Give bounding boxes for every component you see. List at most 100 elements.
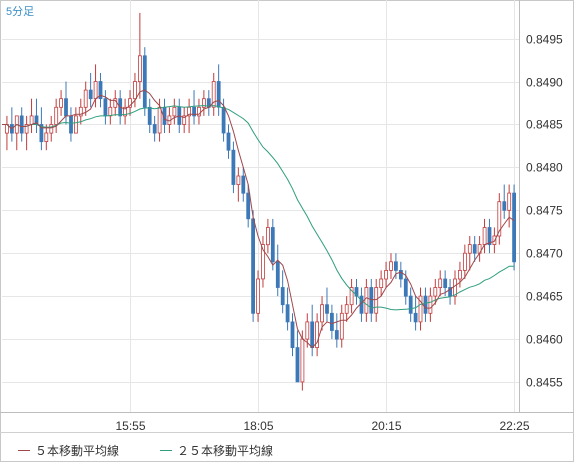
legend-label-ma25: ２５本移動平均線	[177, 444, 274, 458]
candle-body	[192, 106, 197, 117]
candle-body	[69, 115, 73, 134]
candle-body	[300, 338, 305, 383]
candle-body	[334, 330, 339, 340]
candle-body	[182, 115, 187, 125]
candle-body	[507, 192, 512, 211]
candle-body	[453, 278, 457, 297]
y-tick-label: 0.8485	[526, 118, 563, 132]
candle-body	[438, 278, 443, 289]
candle-body	[428, 295, 433, 314]
timeframe-label[interactable]: 5分足	[6, 6, 35, 18]
candle-body	[137, 55, 142, 82]
candle-body	[29, 115, 34, 125]
candle-body	[226, 132, 231, 151]
candle-body	[108, 106, 113, 117]
y-tick-label: 0.8480	[526, 161, 563, 175]
candle-body	[339, 312, 344, 340]
candle-body	[369, 287, 374, 314]
candle-body	[280, 287, 285, 306]
candle-body	[241, 175, 246, 194]
candle-body	[374, 287, 379, 314]
candle-body	[172, 106, 177, 117]
candle-body	[364, 287, 369, 314]
candle-body	[413, 312, 418, 323]
candle-body	[88, 89, 93, 100]
y-tick-label: 0.8490	[526, 76, 563, 90]
candle-body	[320, 304, 325, 323]
candle-body	[236, 175, 241, 186]
candle-body	[197, 106, 201, 117]
candle-body	[398, 269, 403, 280]
legend-swatch-ma25	[160, 450, 172, 451]
candle-body	[443, 278, 448, 289]
candle-body	[49, 124, 54, 134]
candle-body	[472, 244, 477, 254]
candle-body	[201, 98, 206, 108]
candle-body	[349, 287, 354, 306]
candle-body	[403, 278, 408, 297]
candle-body	[246, 192, 251, 220]
candle-body	[423, 295, 428, 314]
candle-body	[467, 244, 472, 254]
candle-body	[39, 124, 44, 143]
legend-swatch-ma5	[18, 450, 30, 451]
x-tick-label: 22:25	[499, 419, 529, 433]
candle-body	[44, 132, 49, 143]
candle-body	[295, 347, 300, 383]
y-tick-label: 0.8455	[526, 376, 563, 390]
x-tick-label: 20:15	[371, 419, 401, 433]
candle-body	[482, 227, 487, 246]
candle-body	[344, 304, 349, 314]
ma5-line	[2, 89, 515, 349]
candle-body	[305, 321, 310, 340]
candle-body	[256, 278, 261, 314]
candle-body	[290, 321, 295, 348]
candle-body	[512, 192, 516, 263]
candle-body	[59, 98, 63, 108]
candle-body	[231, 149, 236, 185]
candle-body	[315, 321, 320, 348]
candle-body	[285, 304, 290, 323]
candle-body	[98, 81, 103, 100]
candle-body	[329, 312, 334, 331]
candle-body	[19, 115, 24, 134]
candle-body	[384, 269, 389, 280]
candle-body	[433, 287, 438, 297]
y-tick-label: 0.8475	[526, 204, 563, 218]
y-tick-label: 0.8495	[526, 33, 563, 47]
y-tick-label: 0.8470	[526, 247, 563, 261]
candle-body	[251, 218, 256, 314]
candle-body	[78, 106, 83, 117]
candle-body	[142, 55, 147, 108]
candle-body	[265, 227, 270, 246]
legend-label-ma5: ５本移動平均線	[35, 444, 120, 458]
candle-body	[64, 98, 68, 117]
candle-body	[261, 244, 265, 280]
candle-body	[128, 98, 132, 108]
candle-body	[74, 115, 78, 134]
candle-body	[93, 81, 98, 100]
candle-body	[275, 261, 280, 288]
candle-body	[497, 201, 502, 237]
candle-body	[457, 269, 462, 280]
y-tick-label: 0.8465	[526, 290, 563, 304]
candle-body	[123, 106, 127, 117]
candle-body	[24, 124, 29, 134]
candle-body	[325, 304, 329, 314]
candle-body	[221, 106, 226, 134]
candle-body	[487, 227, 492, 246]
legend: ５本移動平均線 ２５本移動平均線	[0, 432, 574, 462]
candle-body	[462, 252, 467, 271]
x-tick-label: 18:05	[243, 419, 273, 433]
candle-body	[133, 81, 137, 100]
candle-body	[418, 295, 423, 323]
candle-body	[393, 261, 398, 271]
candle-body	[216, 81, 221, 108]
candle-body	[270, 227, 275, 263]
candle-body	[211, 81, 216, 108]
candle-body	[83, 89, 88, 108]
candle-body	[147, 106, 152, 125]
candle-body	[379, 278, 384, 289]
